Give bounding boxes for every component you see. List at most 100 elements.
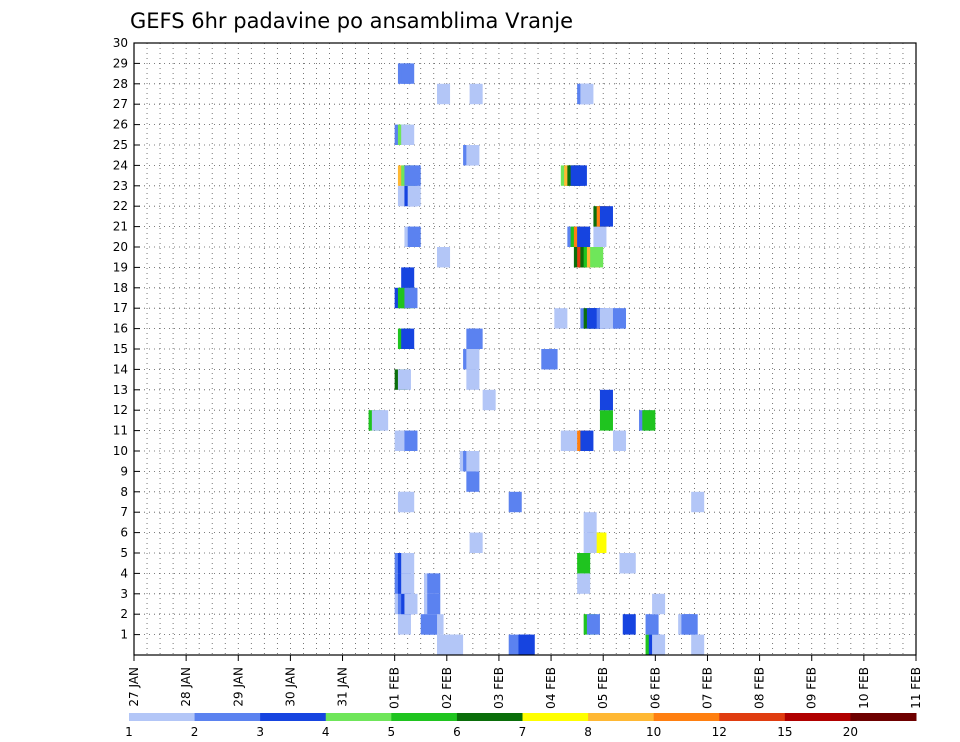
y-tick-label: 12: [113, 403, 128, 417]
colorbar-swatch: [850, 713, 917, 721]
y-tick-label: 23: [113, 179, 128, 193]
precip-cell: [437, 634, 451, 655]
precip-cell: [466, 451, 480, 472]
precip-cell: [469, 83, 483, 105]
colorbar: 1 2 3 4 5 6 7 8 10 12 15 20: [125, 713, 917, 739]
precip-cell: [622, 614, 636, 635]
precip-cell: [583, 532, 597, 553]
precip-cell: [593, 226, 607, 247]
precip-cell: [544, 349, 558, 370]
precip-cell: [407, 185, 421, 207]
y-tick-label: 20: [113, 240, 128, 254]
x-tick-label: 01 FEB: [388, 667, 402, 709]
y-tick-label: 14: [113, 362, 128, 376]
colorbar-label: 2: [191, 725, 199, 739]
x-tick-label: 06 FEB: [648, 667, 662, 709]
precip-cell: [401, 124, 415, 145]
x-tick-label: 11 FEB: [909, 667, 923, 709]
precip-cells: [368, 63, 705, 655]
y-tick-label: 2: [120, 607, 128, 621]
precip-cell: [407, 165, 421, 186]
x-tick-label: 31 JAN: [336, 667, 350, 707]
y-tick-label: 9: [120, 464, 128, 478]
y-tick-label: 1: [120, 628, 128, 642]
precip-cell: [652, 634, 666, 655]
precip-cell: [401, 328, 415, 349]
y-tick-label: 13: [113, 383, 128, 397]
precip-cell: [401, 267, 415, 288]
precip-cell: [521, 634, 535, 655]
precip-cell: [427, 573, 441, 594]
colorbar-swatch: [129, 713, 196, 721]
x-tick-label: 05 FEB: [596, 667, 610, 709]
y-tick-label: 17: [113, 301, 128, 315]
precip-cell: [466, 349, 480, 370]
y-tick-label: 3: [120, 587, 128, 601]
colorbar-label: 15: [777, 725, 792, 739]
precip-cell: [401, 491, 415, 513]
x-tick-label: 02 FEB: [440, 667, 454, 709]
precip-cell: [466, 369, 480, 390]
x-tick-label: 29 JAN: [231, 667, 245, 707]
y-tick-label: 5: [120, 546, 128, 560]
y-tick-label: 15: [113, 342, 128, 356]
precip-cell: [554, 308, 568, 329]
precip-cell: [375, 410, 389, 431]
precip-cell: [482, 389, 496, 411]
y-tick-label: 30: [113, 36, 128, 50]
precip-cell: [580, 430, 594, 451]
precip-cell: [599, 389, 613, 411]
x-tick-label: 09 FEB: [805, 667, 819, 709]
x-tick-label: 27 JAN: [127, 667, 141, 707]
precip-cell: [469, 532, 483, 553]
y-tick-label: 6: [120, 526, 128, 540]
precip-cell: [586, 614, 600, 635]
precip-cell: [577, 553, 591, 574]
precip-cell: [580, 83, 594, 105]
y-tick-label: 19: [113, 260, 128, 274]
colorbar-label: 3: [256, 725, 264, 739]
colorbar-swatch: [522, 713, 589, 721]
colorbar-swatch: [391, 713, 458, 721]
colorbar-label: 6: [453, 725, 461, 739]
colorbar-label: 4: [322, 725, 330, 739]
precip-cell: [645, 614, 659, 635]
precip-cell: [612, 430, 627, 451]
y-tick-label: 29: [113, 56, 128, 70]
colorbar-swatch: [456, 713, 523, 721]
precip-cell: [577, 573, 591, 594]
colorbar-swatch: [194, 713, 261, 721]
x-tick-label: 07 FEB: [700, 667, 714, 709]
x-tick-label: 10 FEB: [857, 667, 871, 709]
colorbar-label: 1: [125, 725, 133, 739]
y-tick-label: 21: [113, 220, 128, 234]
precip-cell: [564, 430, 578, 451]
colorbar-label: 20: [843, 725, 858, 739]
colorbar-swatch: [588, 713, 655, 721]
precip-cell: [401, 573, 415, 594]
precip-cell: [652, 593, 666, 615]
precip-cell: [599, 410, 613, 431]
colorbar-label: 12: [712, 725, 727, 739]
x-tick-label: 04 FEB: [544, 667, 558, 709]
y-axis-ticks: 1234567891011121314151617181920212223242…: [113, 36, 140, 642]
precip-cell: [427, 593, 441, 615]
colorbar-label: 7: [519, 725, 527, 739]
precip-cell: [508, 491, 522, 513]
precip-cell: [691, 491, 705, 513]
precip-cell: [590, 247, 604, 268]
precip-cell: [401, 553, 415, 574]
precip-cell: [404, 287, 418, 309]
precip-cell: [599, 206, 613, 227]
y-tick-label: 7: [120, 505, 128, 519]
precip-cell: [691, 634, 705, 655]
y-tick-label: 4: [120, 566, 128, 580]
colorbar-swatch: [260, 713, 327, 721]
colorbar-swatch: [719, 713, 786, 721]
precip-cell: [437, 247, 451, 268]
x-axis-ticks: 27 JAN 28 JAN 29 JAN 30 JAN 31 JAN 01 FEB 02 F…: [127, 655, 923, 709]
y-tick-label: 24: [113, 158, 128, 172]
y-tick-label: 10: [113, 444, 128, 458]
y-tick-label: 11: [113, 424, 128, 438]
